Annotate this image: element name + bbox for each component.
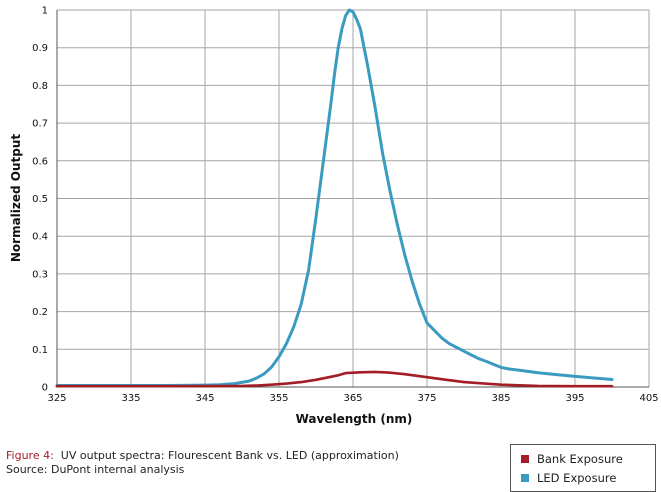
legend-swatch-bank <box>521 454 529 463</box>
figure-label: Figure 4: <box>6 449 54 462</box>
x-tick-label: 345 <box>195 393 214 404</box>
x-tick-label: 335 <box>121 393 140 404</box>
figure-caption: Figure 4: UV output spectra: Flourescent… <box>6 449 399 477</box>
x-tick-label: 355 <box>269 393 288 404</box>
led-exposure-line <box>55 8 614 387</box>
x-tick-label: 385 <box>491 393 510 404</box>
y-tick-label: 0.5 <box>32 194 48 205</box>
source-text: Source: DuPont internal analysis <box>6 463 185 476</box>
legend-item-bank: Bank Exposure <box>521 449 655 468</box>
y-tick-label: 0.8 <box>32 81 48 92</box>
figure-text: UV output spectra: Flourescent Bank vs. … <box>60 449 399 462</box>
y-tick-label: 0.2 <box>32 307 48 318</box>
x-tick-label: 325 <box>47 393 66 404</box>
y-tick-label: 0.9 <box>32 43 48 54</box>
x-tick-label: 365 <box>343 393 362 404</box>
y-axis-title: Normalized Output <box>9 134 23 263</box>
caption-line-1: Figure 4: UV output spectra: Flourescent… <box>6 449 399 463</box>
y-tick-label: 0.7 <box>32 119 48 130</box>
series-lines <box>55 8 614 388</box>
legend-swatch-led <box>521 473 529 482</box>
legend-label-bank: Bank Exposure <box>537 451 623 466</box>
x-tick-label: 375 <box>417 393 436 404</box>
bank-exposure-line <box>55 370 614 388</box>
y-tick-label: 1 <box>42 6 48 17</box>
x-axis-title: Wavelength (nm) <box>296 412 413 426</box>
y-tick-label: 0.6 <box>32 156 48 167</box>
grid <box>56 9 650 388</box>
x-tick-label: 405 <box>639 393 658 404</box>
y-tick-label: 0.3 <box>32 269 48 280</box>
legend: Bank Exposure LED Exposure <box>510 444 656 492</box>
legend-item-led: LED Exposure <box>521 468 655 487</box>
y-tick-label: 0.4 <box>32 232 48 243</box>
tick-labels: 325 335 345 355 365 375 385 395 405 0 0.1 0.2 0.3 0.4… <box>32 6 658 405</box>
y-tick-label: 0.1 <box>32 345 48 356</box>
y-tick-label: 0 <box>42 383 48 394</box>
x-tick-label: 395 <box>565 393 584 404</box>
legend-label-led: LED Exposure <box>537 470 617 485</box>
